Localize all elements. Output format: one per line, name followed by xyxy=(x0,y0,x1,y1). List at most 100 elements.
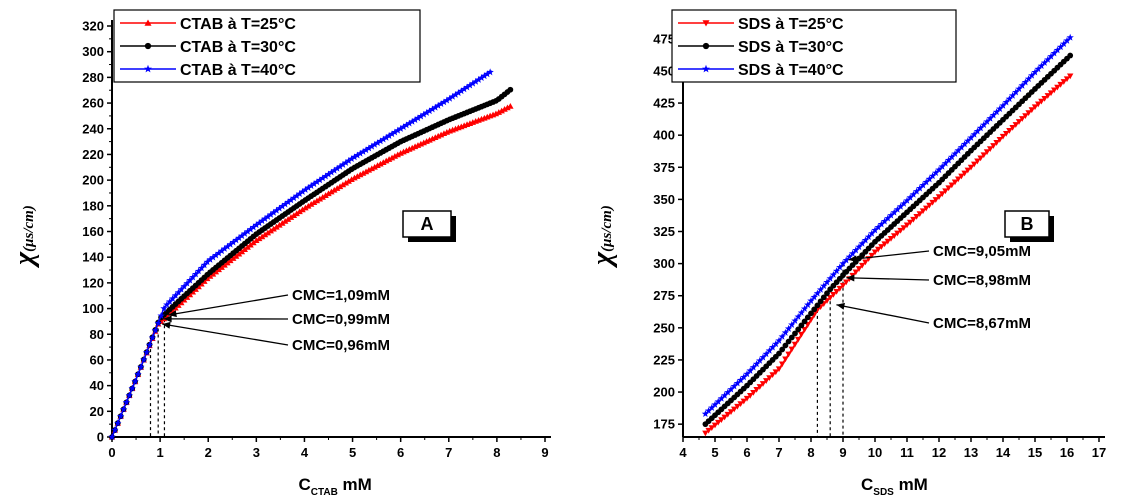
y-tick-label: 60 xyxy=(90,352,104,367)
data-point xyxy=(970,130,978,138)
data-point xyxy=(342,158,350,166)
data-point xyxy=(839,282,847,289)
x-tick-label: 4 xyxy=(301,445,309,460)
data-point xyxy=(382,133,390,141)
x-tick-label: 7 xyxy=(445,445,452,460)
data-point xyxy=(247,241,254,248)
annotation-arrowhead xyxy=(846,274,855,282)
data-point xyxy=(223,242,232,250)
data-point xyxy=(362,146,370,154)
y-tick-label: 260 xyxy=(82,96,104,111)
data-point xyxy=(782,342,789,349)
data-point xyxy=(1056,43,1065,51)
data-point xyxy=(836,285,843,292)
y-axis-title-unit: (μs/cm) xyxy=(21,205,37,252)
data-point xyxy=(912,187,921,195)
data-point xyxy=(507,102,514,109)
y-tick-label: 200 xyxy=(653,385,675,400)
data-point xyxy=(999,133,1007,140)
data-point xyxy=(301,185,310,193)
data-point xyxy=(215,249,223,257)
data-point xyxy=(388,154,396,161)
x-tick-label: 0 xyxy=(108,445,115,460)
data-point xyxy=(766,375,773,381)
data-point xyxy=(350,153,359,161)
data-point xyxy=(1060,40,1068,47)
x-tick-label: 8 xyxy=(807,445,814,460)
data-point xyxy=(890,208,898,216)
x-tick-label: 9 xyxy=(541,445,548,460)
data-point xyxy=(855,266,863,272)
data-point xyxy=(305,202,312,209)
x-tick-label: 11 xyxy=(900,445,914,460)
data-point xyxy=(1038,98,1045,105)
y-axis-title-symbol: χ xyxy=(587,251,618,269)
data-point xyxy=(756,356,764,364)
panel-label: A xyxy=(421,214,434,234)
data-point xyxy=(264,212,272,220)
data-point xyxy=(460,85,468,93)
data-point xyxy=(878,244,885,250)
data-point xyxy=(365,166,373,173)
data-point xyxy=(203,258,211,266)
y-tick-label: 475 xyxy=(653,31,675,46)
legend-entry: SDS à T=30°C xyxy=(738,39,844,56)
data-point xyxy=(1015,119,1023,125)
data-point xyxy=(166,297,174,305)
y-axis-title: χ(μs/cm) xyxy=(9,205,40,269)
y-tick-label: 450 xyxy=(653,63,675,78)
data-point xyxy=(272,206,281,214)
data-point xyxy=(964,167,971,174)
data-point xyxy=(434,101,442,109)
y-tick-label: 400 xyxy=(653,128,675,143)
y-axis-title-symbol: χ xyxy=(9,251,40,269)
data-point xyxy=(792,330,798,337)
data-point xyxy=(887,211,895,219)
data-point xyxy=(795,336,802,343)
data-point xyxy=(368,142,376,150)
data-point xyxy=(327,168,336,176)
data-point xyxy=(977,155,984,162)
data-point xyxy=(322,192,329,198)
data-point xyxy=(928,172,937,180)
data-point xyxy=(948,182,955,189)
data-point xyxy=(229,238,237,246)
data-point xyxy=(244,243,251,250)
data-point xyxy=(715,419,722,426)
data-point xyxy=(971,161,978,168)
data-point xyxy=(284,216,292,222)
data-point xyxy=(875,246,882,253)
data-point xyxy=(495,109,503,115)
annotation-arrowhead xyxy=(168,310,177,318)
data-point xyxy=(778,332,786,340)
data-point xyxy=(117,412,125,420)
data-point xyxy=(383,157,390,164)
data-point xyxy=(144,64,152,73)
data-point xyxy=(717,394,726,402)
data-point xyxy=(772,369,779,376)
y-tick-label: 350 xyxy=(653,192,675,207)
panel-label-box xyxy=(1004,210,1050,238)
data-point xyxy=(772,340,780,348)
y-tick-label: 225 xyxy=(653,352,675,367)
data-point xyxy=(192,270,200,278)
x-tick-label: 13 xyxy=(964,445,978,460)
data-point xyxy=(781,328,790,336)
series-1 xyxy=(108,102,514,440)
data-point xyxy=(958,173,965,180)
data-point xyxy=(736,376,745,384)
data-point xyxy=(333,185,341,191)
data-point xyxy=(215,266,223,273)
data-point xyxy=(422,108,431,116)
data-point xyxy=(1044,93,1051,99)
y-tick-label: 175 xyxy=(653,417,675,432)
y-tick-label: 300 xyxy=(653,256,675,271)
data-point xyxy=(356,149,364,157)
data-point xyxy=(238,248,246,255)
annotation-arrow xyxy=(848,250,930,261)
data-point xyxy=(504,104,511,111)
y-axis-title-unit: (μs/cm) xyxy=(599,205,615,252)
data-point xyxy=(881,241,888,248)
data-point xyxy=(907,219,914,226)
data-point xyxy=(316,176,324,184)
